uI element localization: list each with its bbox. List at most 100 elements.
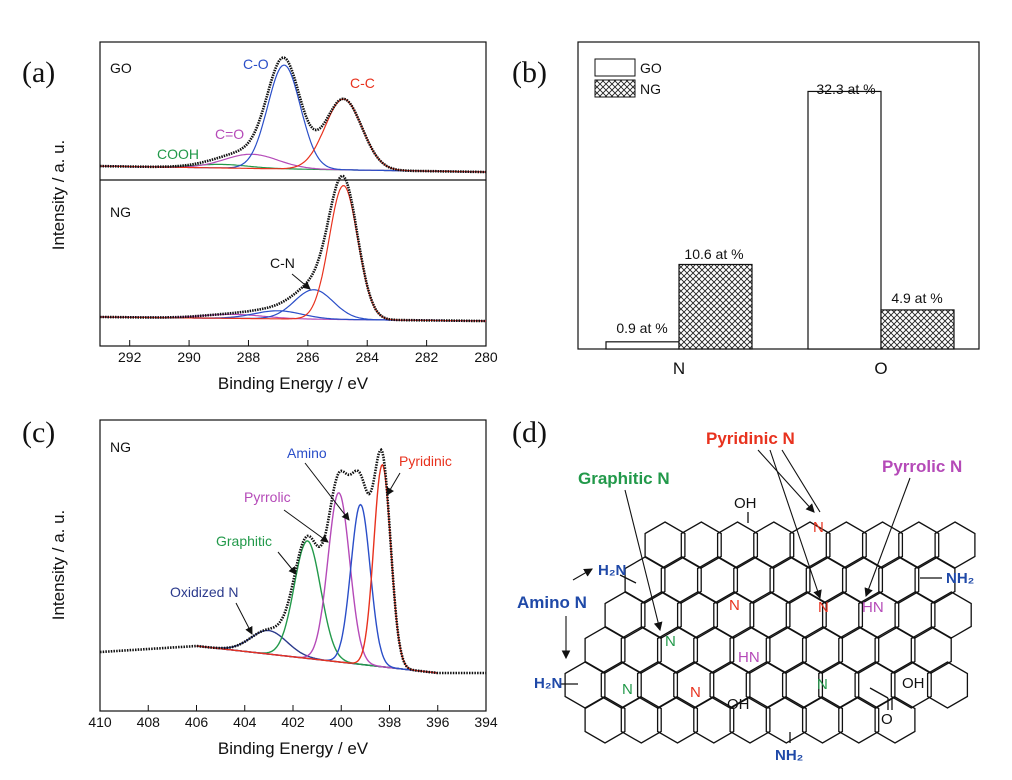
- arrow-amino-up: [572, 568, 593, 581]
- tick-label: 280: [474, 349, 498, 365]
- legend-go-swatch: [594, 58, 636, 77]
- panel-a-co-label: C-O: [243, 56, 269, 72]
- panel-a-go-label: GO: [110, 60, 132, 76]
- lattice-ring: [729, 696, 771, 744]
- lattice-ring: [874, 696, 916, 744]
- atom-oh-center: OH: [727, 696, 750, 713]
- panel-b-frame: [577, 41, 980, 350]
- atom-n-pyridinic-center: N: [818, 599, 829, 616]
- fit-peak-component: [100, 184, 486, 322]
- envelope-GO: [100, 56, 486, 174]
- panel-a-ticks: 292 290 288 286 284 282 280: [118, 340, 498, 365]
- panel-c-ng-label: NG: [110, 439, 131, 455]
- bar-label-go-n: 0.9 at %: [616, 320, 667, 336]
- panel-a-xlabel: Binding Energy / eV: [218, 374, 369, 393]
- panel-c-amino-label: Amino: [287, 445, 327, 461]
- atom-n-graphitic-2: N: [622, 681, 633, 698]
- panel-d-label: (d): [512, 416, 547, 449]
- lattice-ring: [656, 696, 699, 744]
- arrow-pyrrolic: [864, 477, 911, 598]
- legend-ng-label: NG: [640, 81, 661, 97]
- panel-c-xlabel: Binding Energy / eV: [218, 739, 369, 758]
- panel-a-label: (a): [22, 56, 55, 89]
- atom-n-graphitic-1: N: [665, 633, 676, 650]
- panel-c-ticks: 410 408 406 404 402 400 398 396 394: [88, 705, 498, 730]
- panel-a-ylabel: Intensity / a. u.: [49, 140, 68, 251]
- arrow-pyridinic-2: [769, 449, 822, 600]
- bar-label-go-o: 32.3 at %: [816, 81, 875, 97]
- panel-a-ng-label: NG: [110, 204, 131, 220]
- atom-hn-pyrrolic-left: HN: [738, 649, 760, 666]
- panel-b-label: (b): [512, 56, 547, 89]
- atom-h2n-bottom-left: H₂N: [534, 675, 562, 692]
- atom-nh2-bottom: NH₂: [775, 747, 803, 764]
- envelope-NG: [99, 447, 486, 675]
- panel-c-label: (c): [22, 416, 55, 449]
- atom-cooh-oh: OH: [902, 675, 925, 692]
- bar-NG-N: [678, 263, 753, 350]
- lattice-ring: [801, 696, 844, 744]
- panel-c-oxidized-arrow: [235, 602, 253, 635]
- atom-nh2-right: NH₂: [946, 570, 974, 587]
- atom-h2n-left: H₂N: [598, 562, 626, 579]
- panel-a-cn-arrow: [291, 273, 311, 290]
- bar-NG-O: [880, 309, 955, 350]
- tick-label: 282: [415, 349, 439, 365]
- label-pyridinic-n: Pyridinic N: [706, 429, 795, 448]
- tick-label: 396: [426, 714, 450, 730]
- legend-go-label: GO: [640, 60, 662, 76]
- atom-n-pyridinic-bottom: N: [690, 684, 701, 701]
- fit-peak-C-C: [100, 98, 486, 173]
- atom-cooh-o: O: [881, 711, 893, 728]
- arrow-pyridinic-1: [757, 449, 815, 513]
- tick-label: 290: [177, 349, 201, 365]
- label-graphitic-n: Graphitic N: [578, 469, 670, 488]
- envelope-NG: [100, 174, 486, 323]
- tick-label: 394: [474, 714, 498, 730]
- lattice-ring: [890, 661, 932, 709]
- panel-c-pyridinic-arrow: [386, 472, 401, 496]
- bond-cooh: [869, 687, 889, 699]
- panel-c: (c) 410 408 406 404 402 400 398 396 394 Intensit…: [22, 416, 498, 758]
- atom-hn-pyrrolic-right: HN: [862, 599, 884, 616]
- panel-d: (d) Pyridinic N Graphitic N Pyrrolic N A…: [512, 416, 976, 764]
- panel-b-cat-n: N: [673, 359, 685, 378]
- panel-b-cat-o: O: [874, 359, 887, 378]
- panel-a-c-o-double-label: C=O: [215, 126, 244, 142]
- panel-c-pyridinic-label: Pyridinic: [399, 453, 452, 469]
- tick-label: 286: [296, 349, 320, 365]
- graphene-lattice: [560, 512, 976, 744]
- bar-GO-N: [605, 341, 680, 350]
- label-pyrrolic-n: Pyrrolic N: [882, 457, 962, 476]
- panel-a-cc-label: C-C: [350, 75, 375, 91]
- panel-c-ylabel: Intensity / a. u.: [49, 510, 68, 621]
- lattice-ring: [620, 696, 662, 744]
- panel-a-cn-label: C-N: [270, 255, 295, 271]
- panel-c-pyrrolic-arrow: [283, 509, 329, 543]
- panel-a-cooh-label: COOH: [157, 146, 199, 162]
- panel-b: (b) GO NG N O 0.9 at % 10.6 at % 32.3 at…: [512, 41, 980, 378]
- tick-label: 400: [330, 714, 354, 730]
- tick-label: 404: [233, 714, 257, 730]
- panel-a-frame: [99, 41, 487, 347]
- atom-n-pyridinic-top: N: [813, 519, 824, 536]
- atom-n-graphitic-3: N: [817, 676, 828, 693]
- atom-n-pyridinic-left: N: [729, 597, 740, 614]
- panel-b-bars: [605, 90, 955, 350]
- bar-GO-O: [807, 90, 882, 350]
- tick-label: 292: [118, 349, 142, 365]
- tick-label: 406: [185, 714, 209, 730]
- panel-c-oxidized-label: Oxidized N: [170, 584, 238, 600]
- tick-label: 284: [356, 349, 380, 365]
- bar-label-ng-o: 4.9 at %: [891, 290, 942, 306]
- tick-label: 402: [281, 714, 305, 730]
- lattice-ring: [765, 696, 807, 744]
- panel-c-graphitic-label: Graphitic: [216, 533, 272, 549]
- bond-h2n-left: [619, 574, 637, 584]
- fit-peak-component: [100, 310, 486, 322]
- arrow-pyridinic-3: [781, 449, 821, 513]
- tick-label: 408: [137, 714, 161, 730]
- label-amino-n: Amino N: [517, 593, 587, 612]
- panel-c-curves: [99, 447, 486, 675]
- tick-label: 288: [237, 349, 261, 365]
